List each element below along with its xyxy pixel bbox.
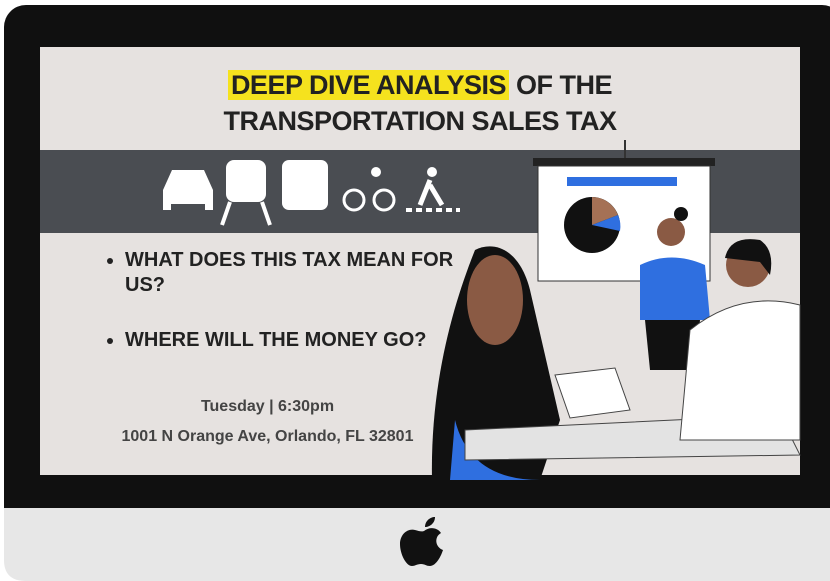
title-highlight: DEEP DIVE ANALYSIS [228,70,509,100]
title-line-2: TRANSPORTATION SALES TAX [40,106,800,137]
bullet: WHERE WILL THE MONEY GO? [125,328,455,353]
bullet-list: WHAT DOES THIS TAX MEAN FOR US? WHERE WI… [103,248,455,383]
bullet: WHAT DOES THIS TAX MEAN FOR US? [125,248,455,298]
event-address: 1001 N Orange Ave, Orlando, FL 32801 [100,428,435,446]
event-time: Tuesday | 6:30pm [100,398,435,416]
title-line-1: DEEP DIVE ANALYSIS OF THE [40,70,800,101]
title-rest: OF THE [516,70,612,100]
flyer-screen: DEEP DIVE ANALYSIS OF THE TRANSPORTATION… [0,0,830,581]
